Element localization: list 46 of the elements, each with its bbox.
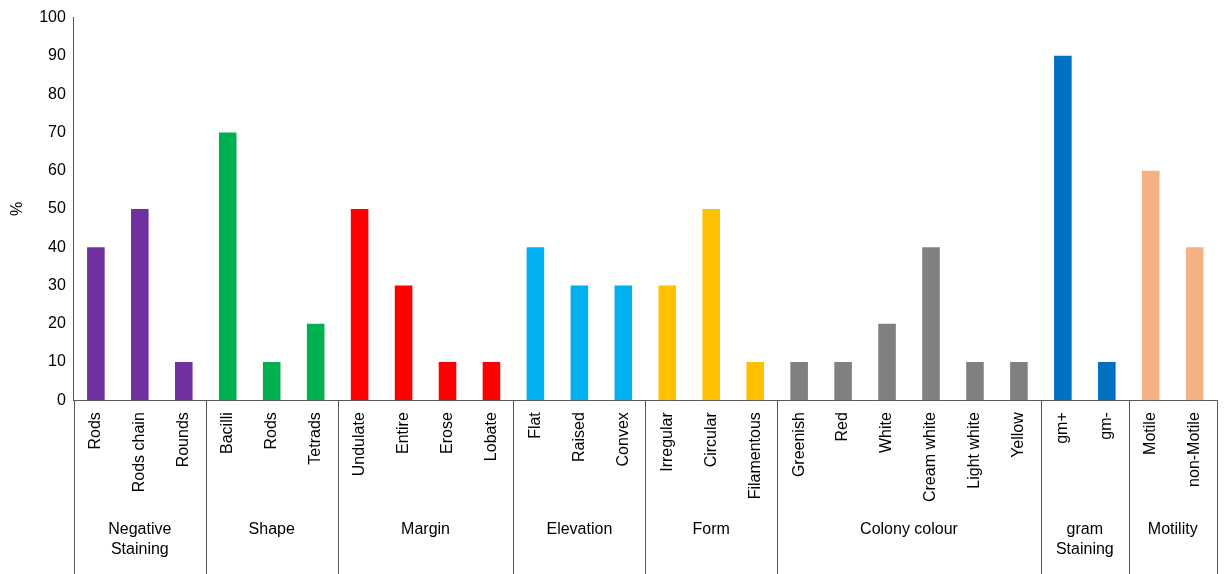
y-tick-label: 0: [56, 390, 66, 408]
x-tick-label: Rounds: [174, 412, 192, 468]
x-tick-label: Bacilli: [218, 412, 236, 454]
x-tick-label: Rods chain: [130, 412, 148, 493]
x-tick-label: Greenish: [789, 412, 807, 478]
y-tick-label: 40: [48, 237, 66, 255]
y-axis-title: %: [8, 201, 26, 217]
y-tick-label: 70: [48, 122, 66, 140]
x-tick-label: Yellow: [1009, 411, 1027, 458]
text: Margin: [401, 520, 450, 538]
x-tick-label: Raised: [569, 412, 587, 463]
x-tick-label: Convex: [613, 412, 631, 467]
y-tick-label: 50: [48, 199, 66, 217]
x-tick-label: Cream white: [921, 412, 939, 503]
text: Negative Staining: [108, 520, 172, 558]
y-tick-label: 10: [48, 352, 66, 370]
x-tick-label: Flat: [525, 411, 543, 439]
y-tick-label: 90: [48, 46, 66, 64]
x-tick-label: Rods: [86, 412, 104, 450]
y-tick-label: 80: [48, 84, 66, 102]
x-tick-label: Entire: [393, 412, 411, 454]
text: Elevation: [546, 520, 613, 538]
x-tick-label: Filamentous: [745, 412, 763, 500]
x-tick-label: Irregular: [657, 411, 675, 472]
x-tick-label: Lobate: [481, 412, 499, 462]
x-tick-label: Motile: [1141, 412, 1159, 455]
text: Motility: [1147, 520, 1198, 538]
text: gram Staining: [1055, 520, 1114, 558]
x-tick-label: Rods: [262, 412, 280, 450]
x-tick-label: gm-: [1097, 412, 1115, 440]
y-tick-label: 20: [48, 314, 66, 332]
x-tick-label: Undulate: [350, 412, 367, 477]
x-tick-label: Tetrads: [306, 412, 324, 465]
x-tick-label: Erose: [437, 412, 455, 454]
y-tick-label: 100: [39, 8, 66, 26]
x-tick-label: Light white: [965, 412, 983, 489]
x-tick-label: Circular: [701, 411, 719, 468]
text: Colony colour: [860, 520, 959, 538]
text: Form: [692, 520, 730, 538]
y-tick-label: 30: [48, 275, 66, 293]
text: Shape: [248, 520, 295, 538]
x-tick-label: non-Motile: [1185, 412, 1203, 487]
x-tick-label: gm+: [1053, 412, 1071, 444]
y-tick-label: 60: [48, 161, 66, 179]
x-tick-label: White: [877, 412, 895, 454]
x-tick-label: Red: [833, 412, 851, 442]
